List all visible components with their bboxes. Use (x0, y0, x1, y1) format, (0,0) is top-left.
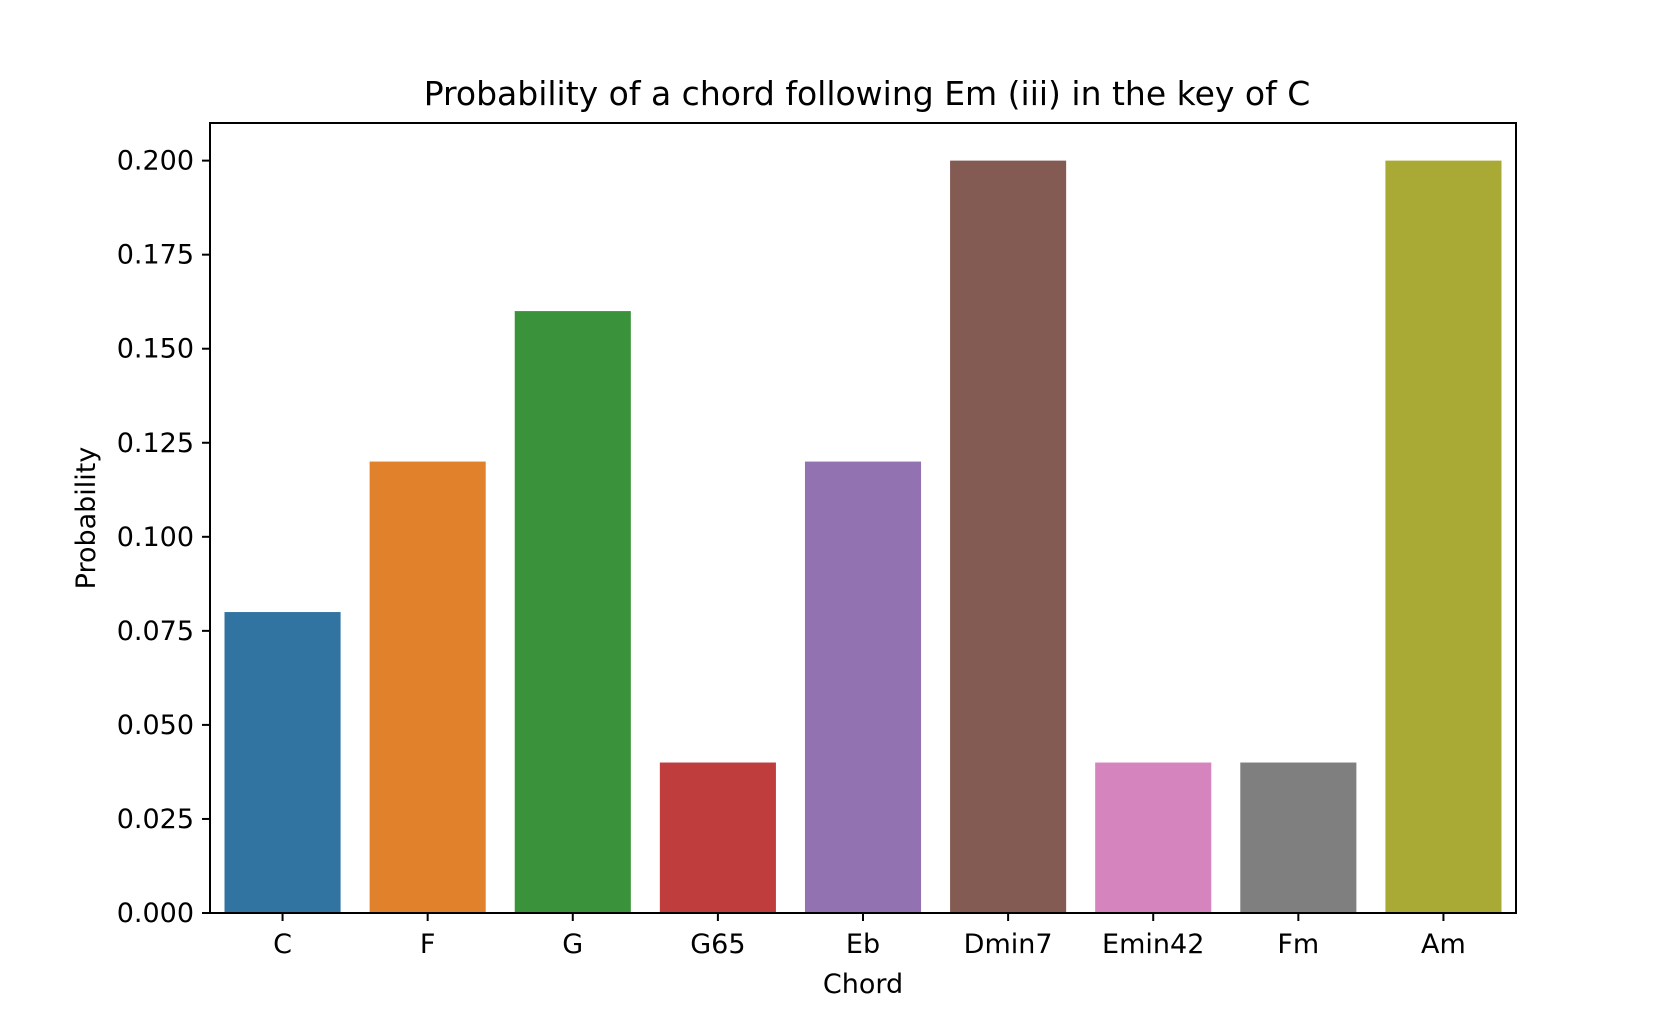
y-tick-label: 0.150 (117, 334, 194, 365)
y-tick-label: 0.025 (117, 804, 194, 835)
y-tick-label: 0.100 (117, 522, 194, 553)
y-tick-label: 0.075 (117, 616, 194, 647)
bars-layer (224, 160, 1502, 914)
y-tick-label: 0.125 (117, 428, 194, 459)
bar-c (224, 612, 341, 913)
x-tick-label: Dmin7 (964, 929, 1053, 960)
chart-title: Probability of a chord following Em (iii… (424, 74, 1311, 113)
x-tick-label: C (273, 929, 292, 960)
bar-g (514, 311, 631, 914)
x-tick-label: G (562, 929, 583, 960)
x-tick-label: Am (1421, 929, 1466, 960)
bar-fm (1240, 762, 1357, 913)
bar-eb (804, 461, 922, 913)
plot-frame (209, 122, 1517, 914)
x-tick-label: Fm (1277, 929, 1319, 960)
bar-g65 (659, 762, 776, 913)
bar-f (369, 461, 486, 913)
y-axis: 0.000 0.025 0.050 0.075 0.100 0.125 0.150 0.175… (117, 146, 210, 929)
bar-am (1385, 160, 1502, 914)
bar-emin42 (1095, 762, 1212, 913)
y-tick-label: 0.175 (117, 240, 194, 271)
x-tick-label: Emin42 (1102, 929, 1204, 960)
y-tick-label: 0.000 (117, 898, 194, 929)
y-axis-label: Probability (71, 447, 102, 590)
y-tick-label: 0.050 (117, 710, 194, 741)
x-tick-label: G65 (690, 929, 745, 960)
y-tick-label: 0.200 (117, 146, 194, 177)
bar-dmin7 (950, 160, 1067, 914)
x-tick-label: Eb (846, 929, 880, 960)
x-axis: C F G G65 Eb Dmin7 Emin42 Fm Am (273, 913, 1466, 960)
x-axis-label: Chord (823, 969, 903, 1000)
x-tick-label: F (420, 929, 436, 960)
